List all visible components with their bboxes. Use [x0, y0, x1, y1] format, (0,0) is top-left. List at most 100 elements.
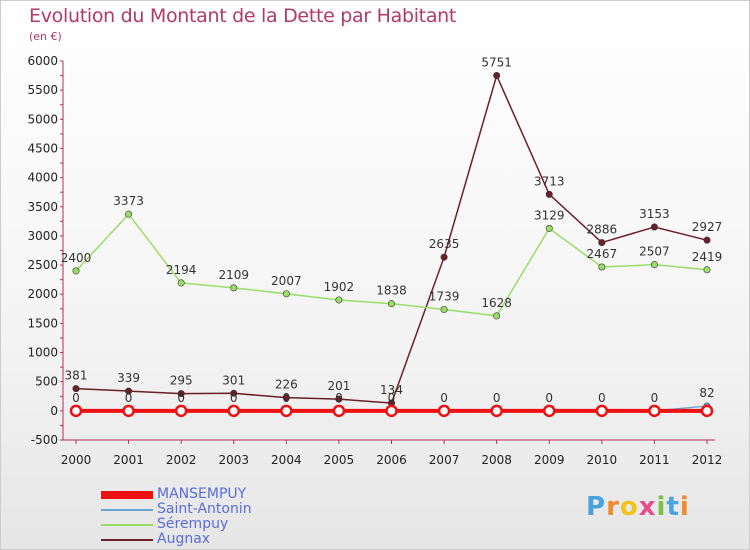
data-label: 0: [335, 391, 343, 405]
line-chart: -500 0 500 1000 1500 2000 2500 3000 3500 4000 4500…: [27, 54, 723, 467]
legend-label: Augnax: [157, 531, 211, 547]
x-tick-label: 2004: [271, 453, 302, 467]
data-label: 381: [65, 369, 88, 383]
data-label: 2007: [271, 274, 302, 288]
data-point: [125, 387, 133, 395]
legend-swatch: [101, 490, 153, 499]
y-tick-label: 2000: [27, 287, 58, 301]
legend-swatch: [101, 508, 153, 511]
data-label: 0: [72, 391, 80, 405]
data-label: 0: [177, 391, 185, 405]
data-point: [440, 253, 448, 261]
data-point: [700, 404, 714, 418]
data-label: 2467: [587, 247, 618, 261]
x-tick-label: 2000: [61, 453, 92, 467]
y-tick-label: 3500: [27, 200, 58, 214]
data-point: [545, 190, 553, 198]
data-point: [490, 404, 503, 418]
data-label: 1902: [324, 280, 355, 294]
legend-swatch: [101, 523, 153, 526]
logo-letter: i: [679, 492, 690, 522]
data-point: [332, 404, 346, 418]
x-tick-label: 2009: [534, 453, 565, 467]
data-point: [650, 223, 658, 231]
chart-title: Evolution du Montant de la Dette par Hab…: [29, 5, 457, 27]
data-label: 3129: [534, 208, 565, 222]
logo-letter: x: [638, 492, 657, 522]
data-point: [230, 284, 238, 292]
logo-letter: r: [606, 492, 620, 522]
data-label: 3153: [639, 207, 670, 221]
data-label: 301: [222, 373, 245, 387]
y-tick-label: 1500: [27, 316, 58, 330]
data-label: 2927: [692, 220, 723, 234]
data-label: 3713: [534, 174, 565, 188]
data-point: [335, 395, 343, 403]
x-tick-label: 2008: [481, 453, 512, 467]
x-tick-label: 2012: [692, 453, 723, 467]
data-label: 0: [125, 391, 133, 405]
data-label: 1838: [376, 284, 407, 298]
data-label: 0: [651, 391, 659, 405]
data-label: 5751: [481, 56, 512, 70]
legend-item: Saint-Antonin: [101, 502, 252, 517]
data-label: 2635: [429, 237, 460, 251]
y-tick-label: 4000: [27, 171, 58, 185]
legend-item: Sérempuy: [101, 517, 252, 532]
data-label: 2400: [61, 251, 92, 265]
data-point: [174, 404, 188, 418]
data-label: 0: [230, 391, 238, 405]
data-point: [227, 404, 240, 418]
data-point: [72, 385, 80, 393]
data-labels: 381 339 295 301 226 201 134 2635 5751 3713 2886 315…: [61, 56, 723, 405]
y-tick-label: 4500: [27, 141, 58, 155]
data-point: [125, 210, 133, 218]
data-label: 1739: [429, 289, 460, 303]
data-point: [493, 312, 501, 320]
data-point: [280, 404, 293, 418]
data-label: 0: [598, 391, 606, 405]
data-point: [72, 267, 80, 275]
x-tick-label: 2003: [218, 453, 249, 467]
x-tick-label: 2011: [639, 453, 670, 467]
data-point: [543, 404, 556, 418]
data-point: [703, 266, 711, 274]
data-label: 339: [117, 371, 140, 385]
series-line-3: [75, 73, 708, 404]
x-tick-label: 2010: [587, 453, 618, 467]
data-label: 0: [493, 391, 501, 405]
y-tick-label: 1000: [27, 346, 58, 360]
data-point: [385, 404, 398, 418]
x-tick-label: 2006: [376, 453, 407, 467]
x-tick-label: 2007: [429, 453, 460, 467]
data-point: [122, 404, 135, 418]
data-point: [703, 236, 711, 244]
data-point: [650, 261, 658, 269]
legend-item: MANSEMPUY: [101, 487, 252, 502]
data-label: 295: [170, 374, 193, 388]
logo-letter: i: [656, 492, 667, 522]
data-point: [177, 390, 185, 398]
data-label: 2194: [166, 263, 197, 277]
data-point: [545, 224, 553, 232]
chart-axes: -500 0 500 1000 1500 2000 2500 3000 3500 4000 4500…: [27, 54, 722, 467]
data-point: [177, 279, 185, 287]
legend-item: Augnax: [101, 532, 252, 547]
data-label: 134: [380, 383, 403, 397]
legend-label: Saint-Antonin: [157, 501, 252, 517]
y-tick-label: -500: [31, 433, 58, 447]
data-point: [648, 404, 661, 418]
data-label: 2419: [692, 250, 723, 264]
data-label: 0: [440, 391, 448, 405]
data-label: 0: [388, 391, 396, 405]
chart-unit: (en €): [29, 30, 62, 43]
data-label: 0: [545, 391, 553, 405]
x-tick-label: 2001: [113, 453, 144, 467]
data-label: 201: [327, 379, 350, 393]
data-label: 226: [275, 378, 298, 392]
data-point: [595, 404, 609, 418]
legend-label: Sérempuy: [157, 516, 229, 532]
logo-letter: P: [586, 492, 607, 522]
logo-letter: o: [619, 492, 639, 522]
